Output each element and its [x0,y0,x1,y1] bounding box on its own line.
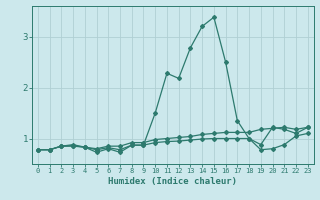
X-axis label: Humidex (Indice chaleur): Humidex (Indice chaleur) [108,177,237,186]
